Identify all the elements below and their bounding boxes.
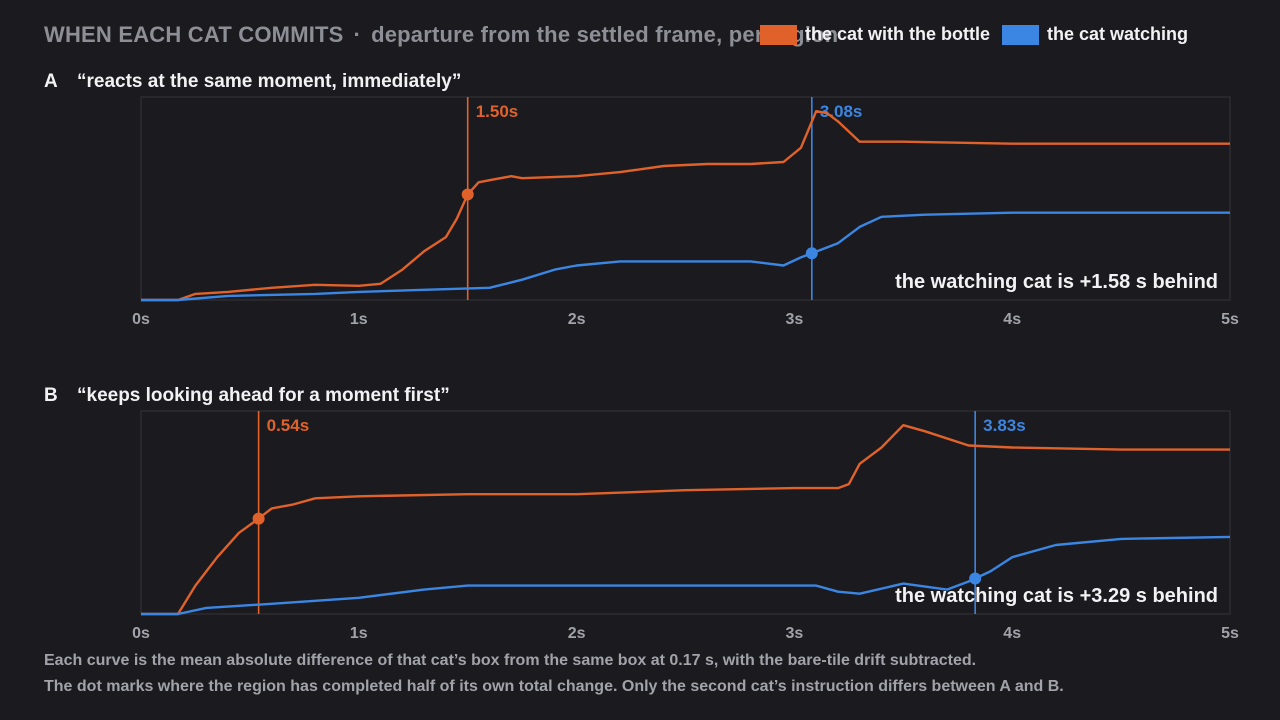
panel-a-halfway-dot-watching <box>805 247 818 260</box>
panel-b-quote: “keeps looking ahead for a moment first” <box>77 385 450 406</box>
panel-a-title: A “reacts at the same moment, immediately… <box>44 71 461 93</box>
panel-a-x-tick-label: 1s <box>350 311 368 328</box>
panel-b-halfway-label-watching: 3.83s <box>983 416 1026 435</box>
legend-label-bottle: the cat with the bottle <box>805 24 991 44</box>
panel-a-x-tick-label: 4s <box>1003 311 1021 328</box>
panel-b-x-tick-label: 1s <box>350 625 368 642</box>
panel-b-halfway-label-bottle: 0.54s <box>267 416 310 435</box>
panel-a-series-line-watching <box>141 211 1230 302</box>
panel-b-series-line-watching <box>141 535 1231 616</box>
panel-a-x-tick-label: 2s <box>568 311 586 328</box>
panel-a-lag-annotation: the watching cat is +1.58 s behind <box>895 271 1218 293</box>
panel-a-halfway-dot-bottle <box>461 188 474 201</box>
legend-swatch-bottle <box>760 24 797 45</box>
legend: the cat with the bottle the cat watching <box>760 24 1190 45</box>
footnote-1: Each curve is the mean absolute differen… <box>44 652 977 669</box>
panel-b-x-tick-label: 3s <box>786 625 804 642</box>
panel-b-lag-annotation: the watching cat is +3.29 s behind <box>895 585 1218 607</box>
legend-swatch-watching <box>1002 24 1040 45</box>
legend-item-watching: the cat watching <box>1002 24 1188 45</box>
panel-b-plot-frame <box>140 410 1231 615</box>
chart-title: WHEN EACH CAT COMMITS · departure from the… <box>44 22 838 48</box>
panel-a-series-line-bottle <box>141 110 1230 302</box>
panel-a-chart: 0s 1s 2s 3s 4s 5s 1.50s 3.08s the watching cat i… <box>132 96 1239 328</box>
chart-title-main: WHEN EACH CAT COMMITS <box>44 22 344 47</box>
panel-b-chart: 0s 1s 2s 3s 4s 5s 0.54s 3.83s the watching cat i… <box>132 410 1239 642</box>
panel-a-quote: “reacts at the same moment, immediately” <box>77 71 462 92</box>
panel-b-series-line-bottle <box>141 424 1230 616</box>
panel-b-halfway-dot-watching <box>969 572 982 585</box>
panel-a-x-tick-label: 5s <box>1221 311 1239 328</box>
footnote-2: The dot marks where the region has compl… <box>44 678 1064 695</box>
panel-b-title: B “keeps looking ahead for a moment first… <box>44 385 450 407</box>
panel-b-x-tick-label: 0s <box>132 625 150 642</box>
panel-a-letter: A <box>44 71 58 92</box>
panel-b-x-tick-label: 4s <box>1003 625 1021 642</box>
panel-a-x-tick-label: 0s <box>132 311 150 328</box>
panel-b-halfway-dot-bottle <box>252 512 265 525</box>
title-separator: · <box>353 22 362 47</box>
legend-item-bottle: the cat with the bottle <box>760 24 990 45</box>
panel-a-x-tick-label: 3s <box>786 311 804 328</box>
panel-a-halfway-label-bottle: 1.50s <box>476 102 519 121</box>
panel-b-letter: B <box>44 385 58 406</box>
panel-b-x-tick-label: 5s <box>1221 625 1239 642</box>
panel-a-halfway-label-watching: 3.08s <box>820 102 863 121</box>
legend-label-watching: the cat watching <box>1047 24 1189 44</box>
panel-b-x-tick-label: 2s <box>568 625 586 642</box>
panel-a-plot-frame <box>140 96 1231 301</box>
